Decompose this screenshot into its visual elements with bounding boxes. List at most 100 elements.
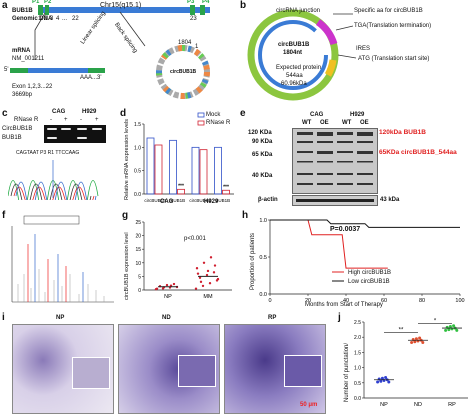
gel-band — [47, 128, 57, 130]
x-tick-label: circBUB1B — [189, 198, 211, 203]
col-h929: H929 — [82, 109, 97, 115]
data-point — [212, 271, 216, 274]
data-point — [410, 341, 414, 345]
survival-chart-h: 0.0 0.5 1.0 0 20 40 60 80 100 — [259, 218, 464, 304]
bar-chart-d: 0.0 0.5 1.0 1.5 circBUB1B *** BUB1B circBUB1B **… — [134, 112, 234, 203]
legend-swatch — [197, 112, 205, 118]
scale-bar-label: 50 μm — [300, 402, 318, 408]
i-label-nd: ND — [162, 315, 171, 321]
y-tick-label: 1.0 — [134, 145, 141, 151]
x-tick-label: BUB1B — [215, 198, 230, 203]
data-point — [444, 328, 448, 332]
e-lane-3: WT — [342, 120, 352, 126]
data-point — [384, 375, 388, 379]
x-tick-label: MM — [203, 294, 213, 300]
scatter-chart-g: 0 5 10 15 20 25 NP MM — [135, 220, 232, 300]
panel-label-a: a — [2, 0, 8, 11]
panel-label-d: d — [120, 108, 127, 119]
y-tick-label: 2.5 — [354, 320, 361, 326]
sign-3: - — [80, 117, 82, 123]
panel-label-c: c — [2, 108, 8, 119]
panel-a-diagram — [10, 5, 210, 99]
mrna-label: mRNA — [12, 48, 31, 54]
e-col-cag: CAG — [310, 112, 324, 118]
atg-label: ATG (Translation start site) — [358, 56, 430, 62]
data-point — [455, 328, 459, 332]
exon-mark-4: 4 — [56, 16, 60, 22]
bar-mock — [214, 146, 222, 195]
bar-mock — [191, 146, 200, 195]
mrna-length: 3669bp — [12, 92, 33, 98]
d-legend-rnase: RNase R — [206, 120, 231, 126]
significance-label: *** — [178, 183, 184, 189]
exon-range: Exon 1,2,3...22 — [12, 84, 53, 90]
data-point — [216, 277, 220, 281]
gel-band — [77, 137, 87, 139]
gel-band — [92, 128, 102, 130]
x-tick-label: 20 — [305, 298, 311, 304]
circrna-junction-label: circRNA junction — [276, 8, 321, 14]
d-group-h929: H929 — [204, 199, 219, 205]
x-tick-label: circBUB1B — [144, 198, 166, 203]
sign-4: + — [95, 117, 99, 123]
exon-mark-3: 3 — [50, 16, 54, 22]
panel-j: j Number of punctation/ 0.0 0.5 1.0 1.5 2.0 2… — [336, 312, 474, 414]
tga-label: TGA(Translation termination) — [354, 23, 432, 29]
actin-label: β-actin — [258, 197, 278, 203]
h-xlabel: Months from Start of Therapy — [305, 302, 383, 308]
legend-swatch — [197, 120, 205, 126]
y-tick-label: 0.0 — [259, 292, 267, 298]
panel-h: h Proportion of patients P=0.0037 0.0 0.5… — [240, 210, 474, 310]
panel-label-h: h — [242, 210, 249, 221]
x-tick-label: 60 — [381, 298, 387, 304]
h-legend-low: Low circBUB1B — [348, 279, 390, 285]
data-point — [387, 380, 391, 384]
locus-label: Chr15(q15.1) — [100, 2, 142, 9]
x-tick-label: NP — [164, 294, 172, 300]
actin-blot — [292, 195, 378, 206]
e-lane-1: WT — [302, 120, 312, 126]
data-point — [209, 256, 213, 259]
data-point — [196, 272, 200, 275]
x-tick-label: NP — [380, 402, 388, 408]
exon-mark-1: 1 — [38, 16, 42, 22]
bar-rnase-r — [177, 188, 185, 195]
data-point — [195, 267, 199, 270]
data-point — [414, 337, 418, 341]
actin-kda: 43 kDa — [380, 197, 400, 203]
primer-p3: P3 — [187, 0, 195, 5]
data-point — [155, 287, 159, 290]
significance-label: ** — [399, 328, 404, 334]
data-point — [448, 325, 452, 329]
i-label-np: NP — [56, 315, 65, 321]
panel-c: c CAG H929 RNase R - + - + CircBUB1B BUB… — [0, 108, 115, 208]
exon-mark-22: 22 — [72, 16, 79, 22]
y-tick-label: 0.0 — [354, 396, 361, 402]
row-circbub1b: CircBUB1B — [2, 126, 33, 132]
exon-mark-2: 2 — [44, 16, 48, 22]
y-tick-label: 25 — [135, 220, 141, 226]
data-point — [172, 282, 176, 286]
y-tick-label: 15 — [135, 247, 141, 253]
h-legend-high: High circBUB1B — [348, 270, 392, 276]
x-tick-label: 80 — [419, 298, 425, 304]
significance-label: *** — [223, 184, 229, 190]
panel-e: e CAG H929 WT OE WT OE 120 KDa 90 KDa 65… — [240, 108, 474, 208]
western-blot-membrane — [292, 128, 378, 194]
bar-rnase-r — [154, 144, 163, 195]
protein-aa: 544aa — [286, 73, 303, 79]
primer-p4: P4 — [202, 0, 210, 5]
data-point — [205, 273, 209, 277]
data-point — [202, 261, 206, 264]
micrograph-np — [12, 324, 114, 414]
marker-90: 90 KDa — [252, 139, 273, 145]
annotation-bub1b: 120kDa BUB1B — [379, 129, 426, 136]
data-point — [198, 276, 202, 279]
x-tick-label: RP — [448, 402, 456, 408]
data-point — [206, 269, 210, 273]
data-point — [199, 280, 203, 284]
d-group-cag: CAG — [160, 199, 174, 205]
x-tick-label: BUB1B — [170, 198, 185, 203]
bar-mock — [146, 137, 155, 195]
data-point — [379, 379, 383, 383]
